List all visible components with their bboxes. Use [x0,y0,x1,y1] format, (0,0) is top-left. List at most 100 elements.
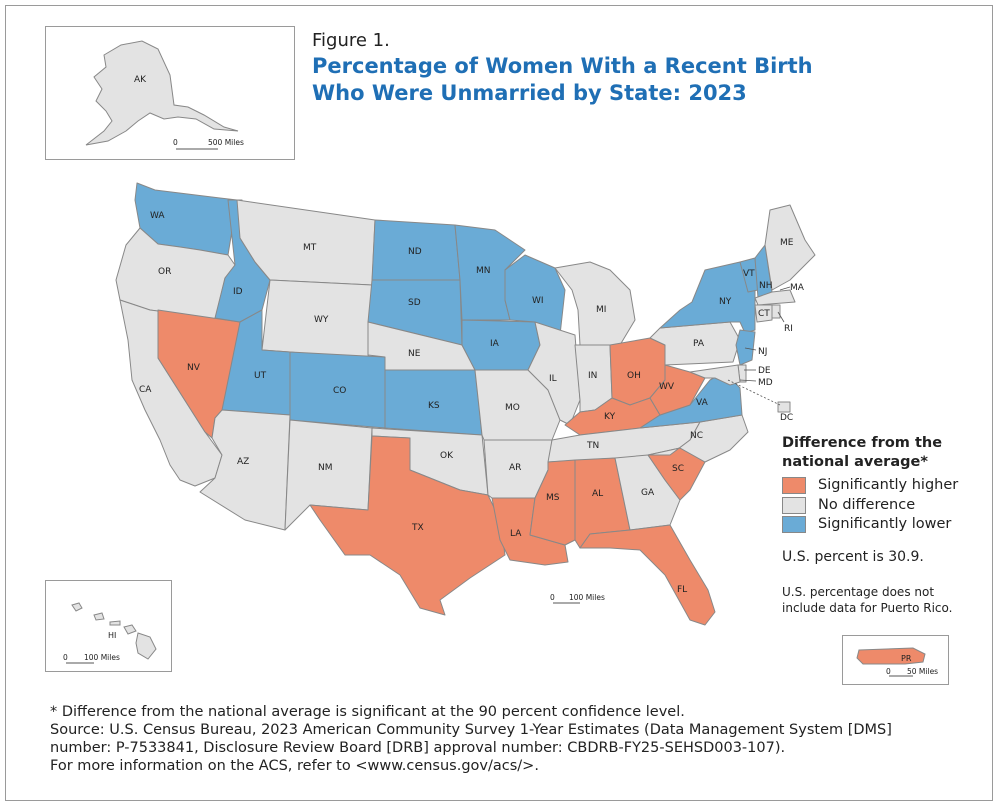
us-percent-text: U.S. percent is 30.9. [782,549,924,565]
title-line-1: Percentage of Women With a Recent Birth [312,54,813,78]
footnote-line-4: For more information on the ACS, refer t… [50,758,539,774]
state-label-ME: ME [780,238,794,248]
state-AK [85,40,239,146]
state-NJ [735,329,756,366]
state-label-MT: MT [303,243,317,253]
us-map: WA OR CA NV ID MT WY UT AZ CO NM ND SD N… [115,182,816,626]
state-label-WV: WV [659,382,675,392]
state-label-WA: WA [150,211,165,221]
state-label-MI: MI [596,305,606,315]
state-label-PR: PR [901,654,912,663]
hawaii-map: HI 0 100 Miles [63,602,157,664]
note-line-1: U.S. percentage does not [782,585,935,599]
state-label-KS: KS [428,401,440,411]
legend-title-line-1: Difference from the [782,435,943,451]
legend-label-lower: Significantly lower [818,516,952,532]
puerto-rico-inset: PR 0 50 Miles [842,635,949,685]
state-RI [771,304,781,319]
state-label-HI: HI [108,631,116,640]
state-label-NE: NE [408,349,421,359]
hawaii-inset: HI 0 100 Miles [45,580,172,672]
state-label-CT: CT [758,309,770,319]
state-label-UT: UT [254,371,267,381]
state-label-CO: CO [333,386,346,396]
state-label-TX: TX [411,523,424,533]
state-label-AR: AR [509,463,521,473]
state-label-OK: OK [440,451,454,461]
state-IA [461,319,541,371]
state-label-FL: FL [677,585,687,595]
state-label-AK: AK [134,75,147,85]
state-DC [777,401,791,413]
hawaii-island-oahu [93,612,105,621]
state-FL [579,524,716,626]
leader-lines [727,286,791,406]
state-label-WY: WY [314,315,329,325]
legend-swatch-higher [782,477,806,494]
state-label-NC: NC [690,431,703,441]
state-label-WI: WI [532,296,544,306]
state-label-OR: OR [158,267,171,277]
state-label-MD: MD [758,378,773,388]
state-label-SD: SD [408,298,421,308]
state-label-MS: MS [546,493,560,503]
state-HI [71,602,157,660]
alaska-scale-zero: 0 [173,138,178,147]
state-label-SC: SC [672,464,684,474]
hawaii-scale-zero: 0 [63,653,68,662]
state-label-NV: NV [187,363,201,373]
state-label-KY: KY [604,412,616,422]
alaska-scale-distance: 500 Miles [208,138,244,147]
figure-frame [5,5,993,801]
state-label-AL: AL [592,489,603,499]
legend-title: Difference from the national average* [782,434,982,472]
footnote: * Difference from the national average i… [50,703,990,775]
hawaii-island-kauai [71,602,83,612]
state-labels: WA OR CA NV ID MT WY UT AZ CO NM ND SD N… [139,211,805,595]
state-TX [309,435,506,616]
conus-scale-distance: 100 Miles [569,593,605,602]
state-label-AZ: AZ [237,457,249,467]
state-label-MA: MA [790,283,805,293]
pr-scale-distance: 50 Miles [907,667,938,676]
footnote-line-1: * Difference from the national average i… [50,704,685,720]
state-label-DE: DE [758,366,771,376]
hawaii-island-molokai [109,620,121,626]
state-label-DC: DC [780,413,793,423]
state-label-RI: RI [784,324,793,334]
legend-label-no-difference: No difference [818,497,916,513]
figure-title: Percentage of Women With a Recent Birth … [312,53,912,107]
legend-swatch-no-difference [782,497,806,514]
state-MI [554,261,636,346]
footnote-line-3: number: P-7533841, Disclosure Review Boa… [50,740,786,756]
state-label-ND: ND [408,247,422,257]
state-label-CA: CA [139,385,152,395]
footnote-line-2: Source: U.S. Census Bureau, 2023 America… [50,722,892,738]
state-label-VA: VA [696,398,709,408]
state-label-GA: GA [641,488,655,498]
state-label-OH: OH [627,371,641,381]
state-label-VT: VT [743,269,755,279]
state-label-TN: TN [586,441,599,451]
state-NY [659,261,756,334]
state-MA [754,289,796,306]
state-MD [689,364,741,386]
note-line-2: include data for Puerto Rico. [782,601,953,615]
alaska-map: AK 0 500 Miles [85,40,244,150]
state-label-NH: NH [759,281,773,291]
state-label-IN: IN [588,371,597,381]
state-CT [754,304,773,323]
legend-label-higher: Significantly higher [818,477,959,493]
state-label-MN: MN [476,266,491,276]
puerto-rico-map: PR 0 50 Miles [856,647,938,677]
state-label-LA: LA [510,529,522,539]
hawaii-scale-distance: 100 Miles [84,653,120,662]
state-label-ID: ID [233,287,243,297]
title-line-2: Who Were Unmarried by State: 2023 [312,81,747,105]
legend-title-line-2: national average* [782,454,928,470]
conus-scale-zero: 0 [550,593,555,602]
state-NC [647,414,749,463]
state-label-NY: NY [719,297,732,307]
state-PR [856,647,926,665]
state-label-PA: PA [693,339,705,349]
